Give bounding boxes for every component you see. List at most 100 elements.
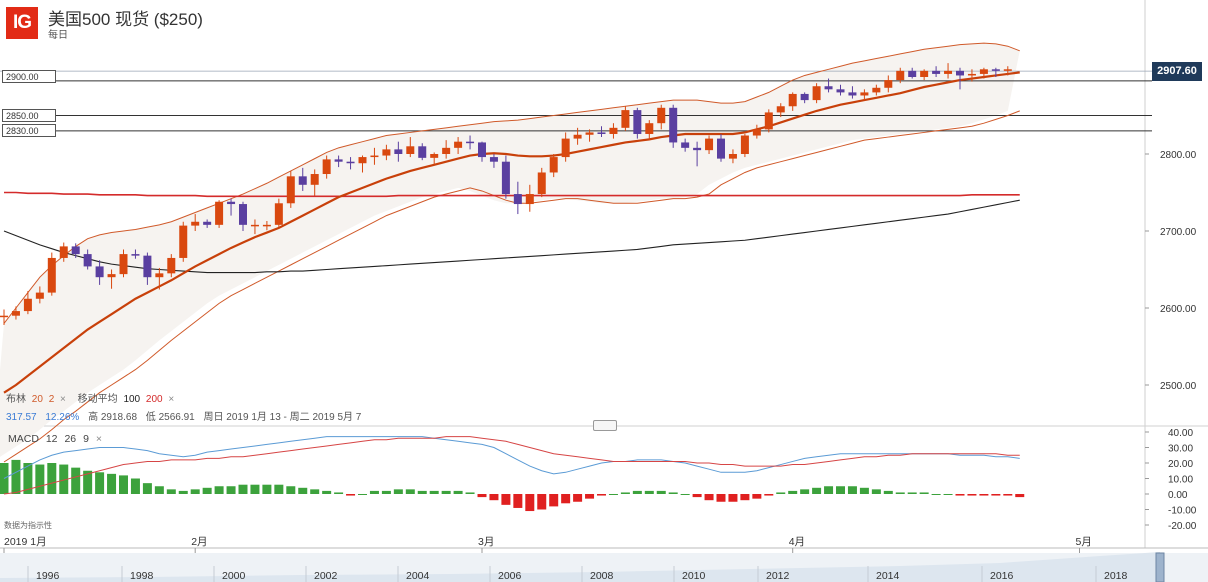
macd-histogram-bar: [107, 473, 117, 494]
macd-histogram-bar: [214, 486, 224, 494]
navigator-year-label: 2012: [766, 570, 790, 582]
candle: [657, 104, 666, 130]
candle-body: [394, 149, 403, 154]
candle: [752, 124, 761, 139]
candle-body: [812, 86, 821, 101]
bollinger-middle-line: [3, 71, 1020, 394]
macd-histogram-bar: [525, 494, 535, 512]
close-macd-icon[interactable]: ×: [95, 433, 102, 445]
date-tick-label: 3月: [478, 536, 494, 548]
macd-histogram-bar: [346, 494, 356, 496]
macd-histogram-bar: [226, 486, 236, 494]
macd-legend: MACD 12 26 9 ×: [8, 433, 106, 445]
candle-body: [740, 135, 749, 154]
candle-body: [143, 255, 152, 278]
macd-name[interactable]: MACD: [8, 433, 39, 445]
macd-histogram-bar: [513, 494, 523, 508]
macd-histogram-bar: [1015, 494, 1025, 498]
candle-body: [549, 157, 558, 173]
ma100-line: [4, 191, 1020, 198]
close-ma-icon[interactable]: ×: [168, 394, 175, 405]
hline-label-2900[interactable]: 2900.00: [2, 70, 56, 83]
price-tick-label: 2600.00: [1160, 304, 1197, 315]
macd-histogram-bar: [274, 484, 284, 494]
macd-histogram-bar: [334, 492, 344, 494]
candle: [597, 126, 606, 138]
candle-body: [537, 172, 546, 195]
pane-resize-handle[interactable]: [593, 420, 617, 431]
navigator-year-label: 1998: [130, 570, 154, 582]
candle-body: [657, 107, 666, 124]
candle: [836, 84, 845, 96]
macd-tick-label: 30.00: [1168, 444, 1193, 455]
candle-body: [908, 70, 917, 77]
candle: [800, 92, 809, 104]
macd-histogram-bar: [752, 494, 762, 499]
ma-label[interactable]: 移动平均: [77, 394, 118, 405]
macd-histogram-bar: [931, 494, 941, 495]
candle-body: [956, 70, 964, 76]
bollinger-label[interactable]: 布林: [6, 394, 26, 405]
bollinger-band-fill: [0, 43, 1020, 457]
data-note: 数据为指示性: [4, 521, 52, 530]
candle: [322, 155, 331, 179]
macd-histogram-bar: [35, 464, 45, 494]
ig-logo: IG: [6, 7, 38, 39]
interval-label[interactable]: 每日: [48, 30, 68, 41]
candle: [155, 267, 164, 290]
candle: [884, 75, 893, 93]
macd-histogram-bar: [680, 494, 690, 495]
hline-label-2830[interactable]: 2830.00: [2, 124, 56, 137]
candle-body: [1003, 69, 1012, 71]
candle-body: [752, 129, 761, 136]
candle: [394, 141, 403, 162]
candle: [908, 67, 917, 79]
candle-body: [382, 149, 391, 156]
macd-histogram-bar: [573, 494, 583, 502]
navigator-year-label: 1996: [36, 570, 60, 582]
candle-body: [370, 155, 379, 158]
macd-histogram-bar: [632, 490, 642, 494]
candle-body: [645, 123, 654, 134]
macd-line: [3, 436, 1020, 479]
candle-body: [179, 225, 188, 258]
candle: [35, 286, 44, 304]
candle-body: [155, 273, 164, 278]
candle-body: [633, 110, 642, 134]
navigator-handle: [1155, 552, 1165, 582]
candle: [131, 249, 140, 259]
instrument-title[interactable]: 美国500 现货 ($250): [48, 10, 203, 29]
macd-histogram-bar: [895, 492, 905, 494]
bollinger-lower-line: [3, 110, 1020, 463]
candle-body: [478, 142, 486, 158]
macd-histogram-bar: [381, 490, 391, 494]
close-bollinger-icon[interactable]: ×: [60, 394, 66, 405]
bollinger-upper-line: [3, 42, 1020, 324]
candle-body: [59, 246, 68, 258]
macd-signal-line: [3, 436, 1020, 495]
candle: [633, 107, 642, 139]
low-label: 低 2566.91: [145, 412, 195, 423]
range-label: 周日 2019 1月 13 - 周二 2019 5月 7: [203, 412, 362, 423]
candle: [358, 155, 367, 173]
macd-histogram-bar: [824, 486, 834, 494]
candle: [669, 104, 678, 148]
candle: [944, 63, 953, 79]
bollinger-period: 20: [31, 394, 43, 405]
candle: [991, 67, 1000, 77]
macd-histogram-bar: [130, 478, 140, 494]
candle: [824, 78, 833, 93]
macd-histogram-bar: [1003, 494, 1013, 496]
macd-histogram-bar: [704, 494, 714, 501]
macd-histogram-bar: [740, 494, 750, 501]
macd-histogram-bar: [656, 490, 666, 494]
macd-histogram-bar: [644, 490, 654, 494]
macd-histogram-bar: [907, 492, 917, 494]
candle: [11, 306, 20, 320]
ma-fast: 100: [123, 394, 141, 405]
macd-tick-label: 10.00: [1168, 475, 1193, 486]
candle-body: [346, 161, 355, 164]
hline-label-2850[interactable]: 2850.00: [2, 109, 56, 122]
stat-percent: 12.26%: [45, 412, 80, 423]
